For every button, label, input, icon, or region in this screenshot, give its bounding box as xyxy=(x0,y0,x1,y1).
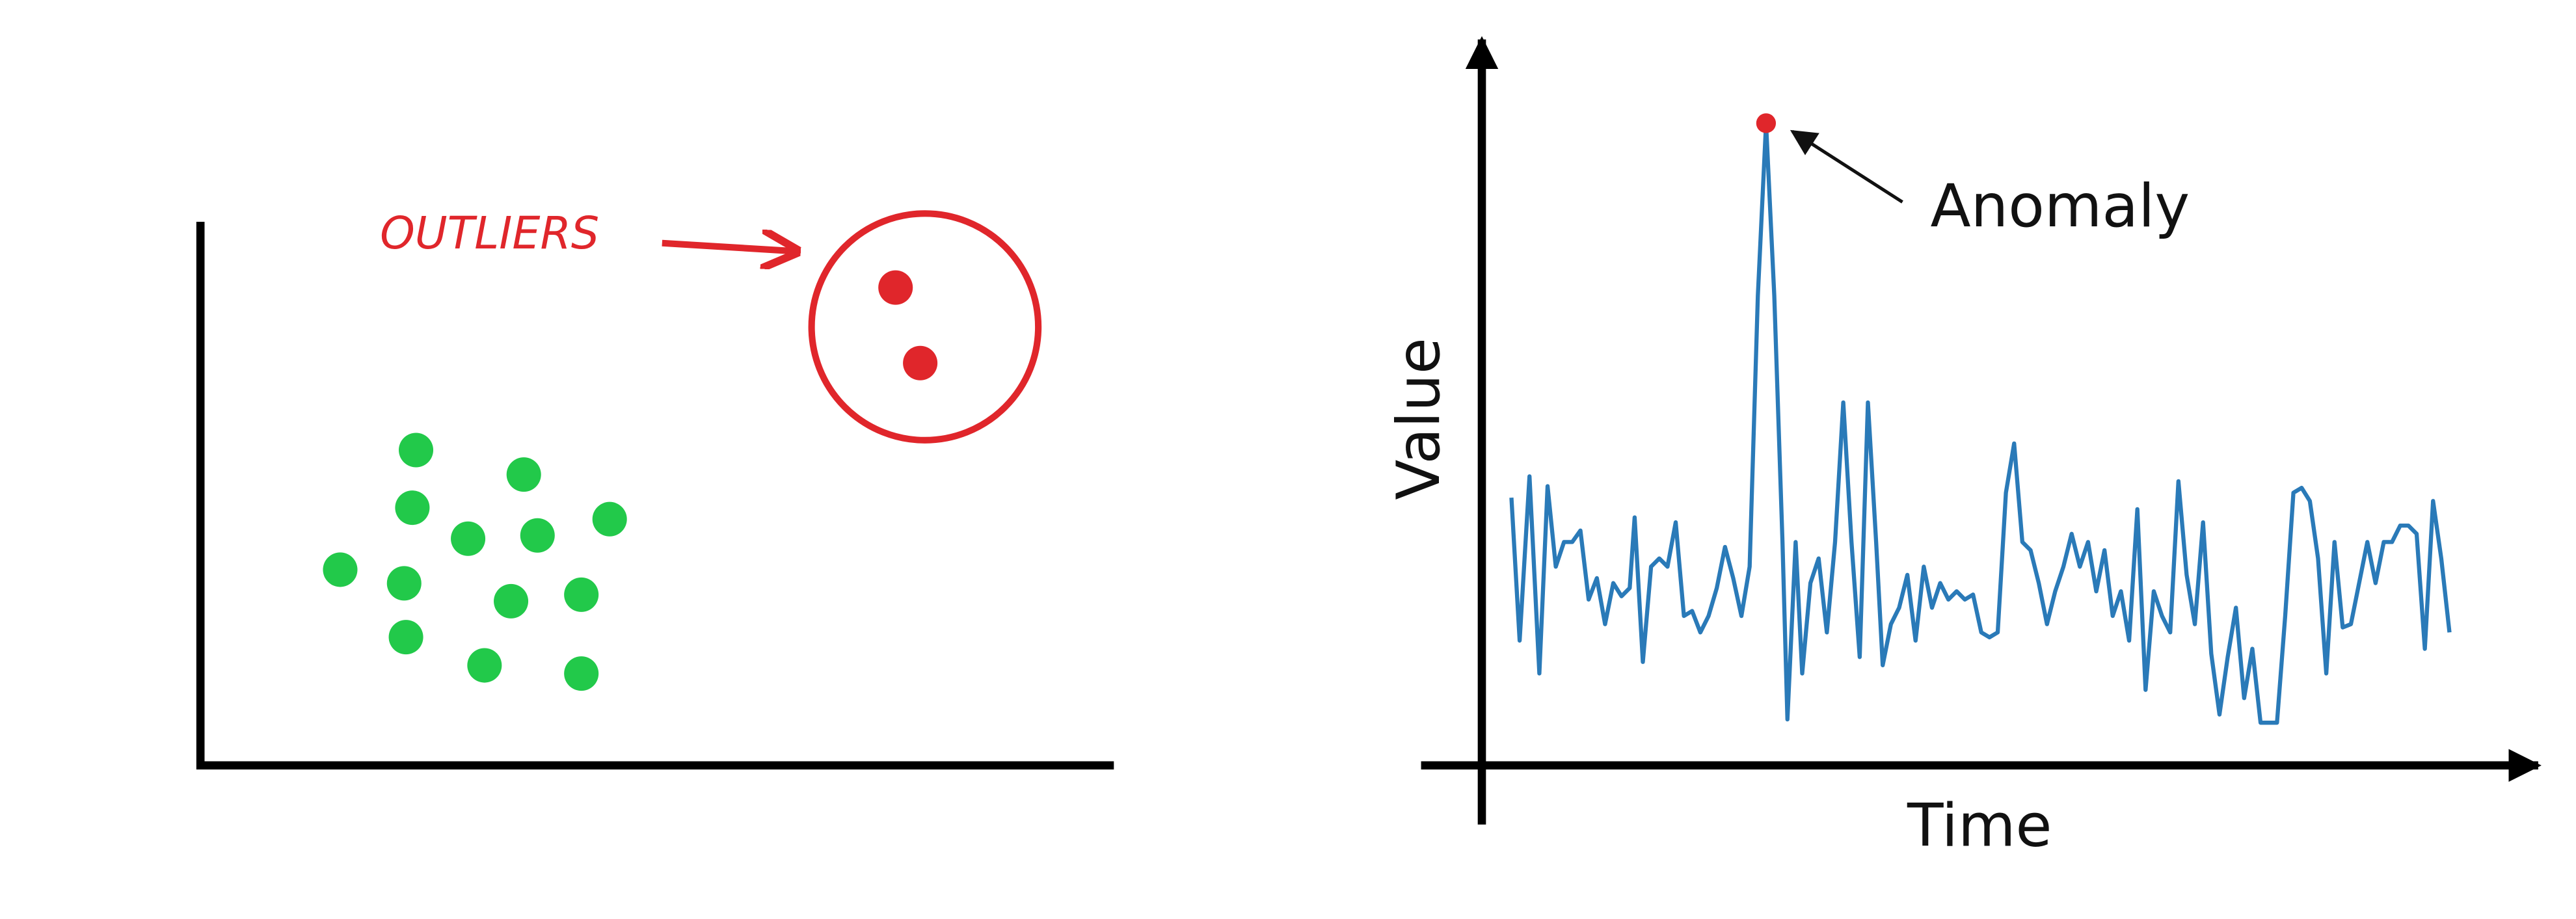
point xyxy=(903,345,938,380)
y-axis-label: Value xyxy=(1385,338,1453,500)
line xyxy=(1509,121,2452,725)
point xyxy=(592,501,627,537)
x-axis-label: Time xyxy=(1907,792,2052,860)
outlier-arrow xyxy=(662,243,797,252)
point xyxy=(399,433,434,468)
point xyxy=(323,552,358,587)
left-chart: OUTLIERS xyxy=(196,208,1114,770)
point xyxy=(878,270,913,305)
outlier-label: OUTLIERS xyxy=(380,208,599,260)
point xyxy=(395,490,430,526)
anomaly-point xyxy=(1756,113,1777,133)
point xyxy=(564,577,599,612)
point xyxy=(520,518,555,553)
annotation: Anomaly xyxy=(1930,172,2190,241)
point xyxy=(506,457,541,492)
point xyxy=(467,648,502,683)
point xyxy=(388,620,423,655)
point xyxy=(451,521,486,556)
outlier-circle xyxy=(808,210,1042,444)
point xyxy=(564,656,599,691)
right-chart: Time Value Anomaly xyxy=(1385,36,2542,860)
axes xyxy=(196,221,1114,770)
point xyxy=(494,583,529,619)
annotation-arrow xyxy=(1790,129,1903,204)
point xyxy=(386,566,422,601)
